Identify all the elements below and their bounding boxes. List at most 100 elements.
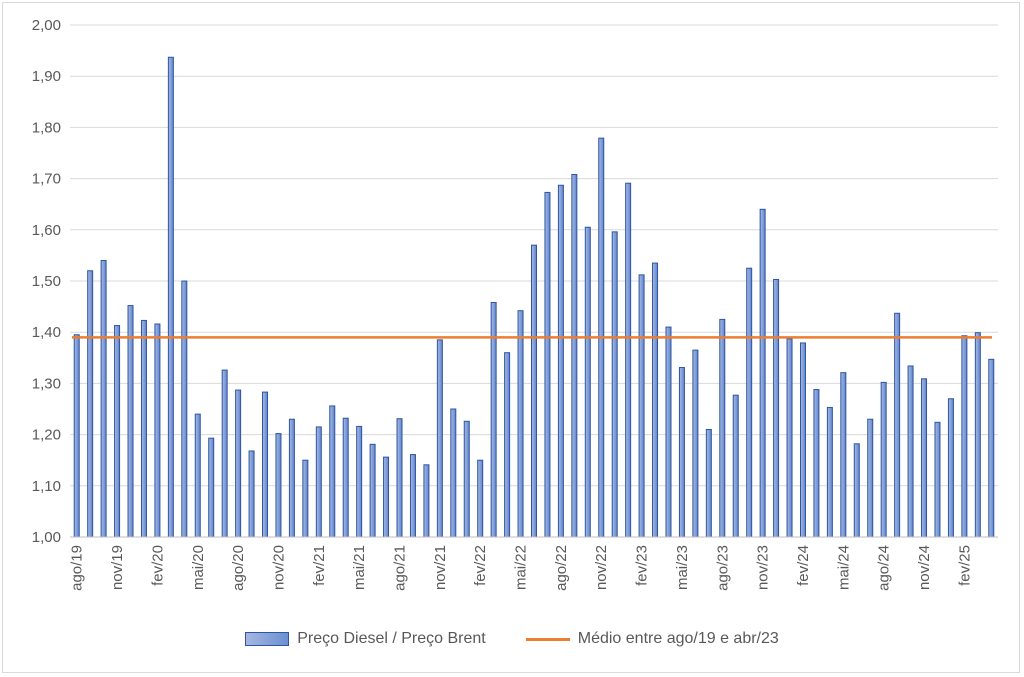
y-tick-label: 1,30	[32, 375, 61, 392]
bar	[907, 365, 914, 538]
bar	[894, 312, 901, 538]
bar	[409, 454, 416, 538]
bar	[921, 378, 928, 538]
y-tick-label: 1,80	[32, 119, 61, 136]
x-tick-label: ago/21	[392, 545, 409, 591]
x-tick-label: mai/22	[513, 545, 530, 590]
legend-label-bars: Preço Diesel / Preço Brent	[297, 630, 486, 647]
bar	[235, 389, 242, 538]
legend-item-average: Médio entre ago/19 e abr/23	[525, 630, 779, 648]
bar	[625, 182, 632, 538]
bar	[315, 426, 322, 538]
bar	[611, 231, 618, 538]
bar	[678, 367, 685, 538]
bar	[853, 443, 860, 538]
bar	[154, 323, 161, 538]
bar	[221, 369, 228, 538]
x-tick-label: nov/19	[109, 545, 126, 590]
y-tick-label: 1,20	[32, 427, 61, 444]
y-tick-label: 2,00	[32, 17, 61, 34]
x-tick-label: mai/20	[190, 545, 207, 590]
bar	[140, 319, 147, 538]
x-axis-ticks: ago/19 nov/19 fev/20 mai/20 ago/20 nov/20 fev/…	[69, 545, 974, 591]
bar	[248, 450, 255, 538]
x-tick-label: ago/24	[876, 545, 893, 591]
bar	[584, 226, 591, 538]
bar	[436, 339, 443, 538]
bar	[342, 417, 349, 538]
x-tick-label: mai/21	[351, 545, 368, 590]
y-tick-label: 1,00	[32, 529, 61, 546]
legend-label-average: Médio entre ago/19 e abr/23	[577, 630, 779, 647]
x-tick-label: fev/21	[311, 545, 328, 586]
bar	[114, 325, 121, 538]
x-tick-label: fev/20	[149, 545, 166, 586]
bar	[423, 464, 430, 538]
bar	[840, 372, 847, 538]
y-tick-label: 1,10	[32, 478, 61, 495]
bar	[692, 349, 699, 538]
y-tick-label: 1,90	[32, 68, 61, 85]
bar	[329, 405, 336, 538]
legend: Preço Diesel / Preço Brent Médio entre a…	[0, 630, 1024, 648]
legend-swatch-bars	[245, 632, 290, 646]
bar	[557, 184, 564, 538]
x-tick-label: nov/21	[432, 545, 449, 590]
x-tick-label: ago/22	[553, 545, 570, 591]
bar	[181, 280, 188, 538]
bar	[194, 413, 201, 538]
bar	[880, 381, 887, 538]
bar	[786, 338, 793, 538]
bar	[813, 389, 820, 538]
bar	[732, 394, 739, 538]
bar	[167, 56, 174, 538]
bar	[275, 433, 282, 538]
bar	[961, 335, 968, 538]
y-tick-label: 1,60	[32, 222, 61, 239]
x-tick-label: ago/20	[230, 545, 247, 591]
bar	[773, 278, 780, 538]
bar	[719, 318, 726, 538]
x-tick-label: mai/23	[674, 545, 691, 590]
bar	[934, 421, 941, 538]
bar	[262, 391, 269, 538]
bar	[517, 310, 524, 538]
bar	[100, 260, 107, 538]
x-tick-label: fev/24	[795, 545, 812, 586]
x-tick-label: nov/23	[755, 545, 772, 590]
bar	[396, 418, 403, 538]
x-tick-label: mai/24	[835, 545, 852, 590]
bar	[356, 425, 363, 538]
bar	[369, 443, 376, 538]
bar	[799, 342, 806, 538]
y-axis-ticks: 1,00 1,10 1,20 1,30 1,40 1,50 1,60 1,70 1,80 1,90…	[32, 17, 61, 546]
bar	[504, 352, 511, 538]
bar	[826, 406, 833, 538]
bar	[127, 305, 134, 538]
bar	[477, 459, 484, 538]
bar	[463, 420, 470, 538]
x-tick-label: nov/20	[270, 545, 287, 590]
bar	[544, 191, 551, 538]
bar	[705, 428, 712, 538]
y-tick-label: 1,70	[32, 171, 61, 188]
x-tick-label: fev/23	[634, 545, 651, 586]
x-tick-label: ago/19	[69, 545, 86, 591]
bar	[571, 174, 578, 538]
bar	[638, 274, 645, 538]
x-tick-label: fev/25	[956, 545, 973, 586]
bar	[759, 208, 766, 538]
legend-swatch-average	[525, 637, 570, 641]
bar-series	[73, 56, 995, 538]
bar	[302, 459, 309, 538]
bar	[208, 437, 215, 538]
bar	[652, 262, 659, 538]
bar	[867, 418, 874, 538]
bar	[974, 332, 981, 538]
bar	[73, 334, 80, 538]
x-tick-label: ago/23	[714, 545, 731, 591]
bar	[383, 456, 390, 538]
x-tick-label: nov/24	[916, 545, 933, 590]
